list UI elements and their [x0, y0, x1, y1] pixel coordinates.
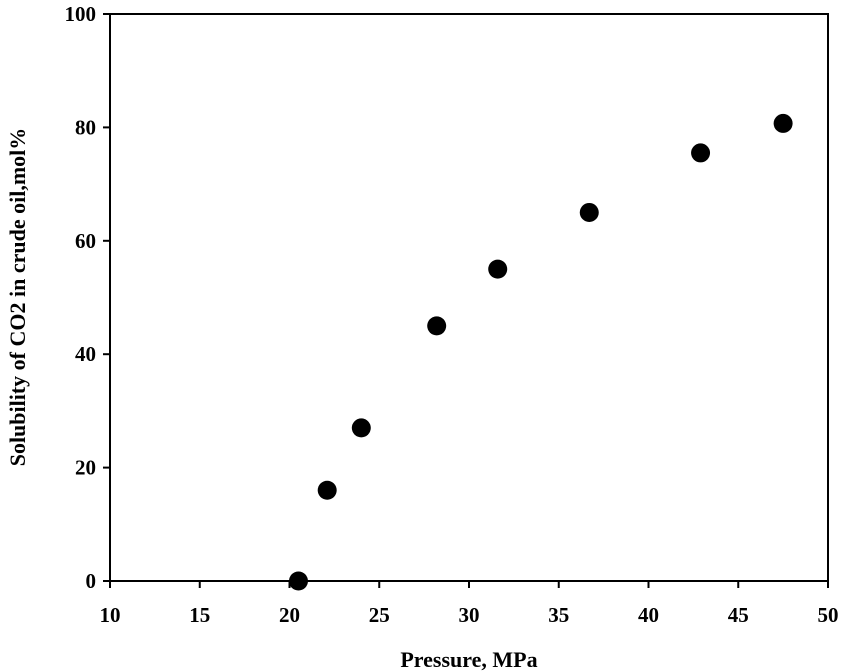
x-tick-label: 45 — [728, 603, 749, 627]
plot-frame — [109, 13, 829, 582]
y-axis-label: Solubility of CO2 in crude oil,mol% — [5, 128, 30, 467]
x-tick-label: 15 — [189, 603, 210, 627]
x-tick-label: 10 — [100, 603, 121, 627]
data-point — [427, 316, 447, 336]
data-point — [317, 480, 337, 500]
data-point — [579, 202, 599, 222]
x-tick-label: 35 — [548, 603, 569, 627]
y-tick-label: 100 — [65, 2, 97, 26]
x-axis-label: Pressure, MPa — [400, 647, 537, 672]
data-point — [488, 259, 508, 279]
y-tick-label: 20 — [75, 456, 96, 480]
data-point — [288, 571, 308, 591]
data-points — [288, 113, 793, 591]
data-point — [773, 113, 793, 133]
x-tick-label: 25 — [369, 603, 390, 627]
x-tick-label: 20 — [279, 603, 300, 627]
y-tick-label: 60 — [75, 229, 96, 253]
data-point — [691, 143, 711, 163]
y-tick-label: 0 — [86, 569, 97, 593]
x-tick-label: 50 — [818, 603, 839, 627]
data-point — [351, 418, 371, 438]
x-tick-label: 40 — [638, 603, 659, 627]
y-axis-ticks: 0 20 40 60 80 100 — [65, 2, 110, 593]
x-axis-ticks: 10 15 20 25 30 35 40 45 50 — [100, 581, 839, 627]
x-tick-label: 30 — [459, 603, 480, 627]
y-tick-label: 40 — [75, 342, 96, 366]
y-tick-label: 80 — [75, 115, 96, 139]
